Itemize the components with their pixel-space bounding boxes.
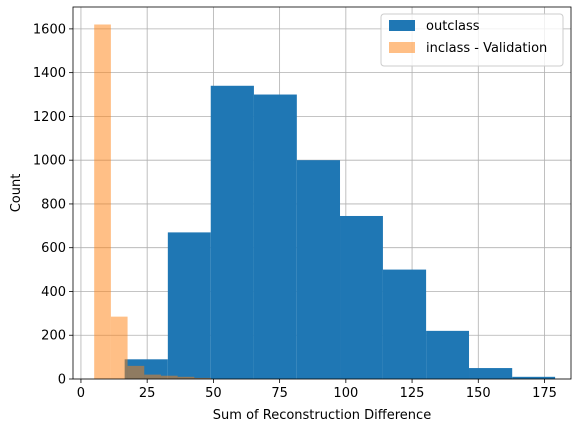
bar-outclass [426, 330, 470, 379]
axes [72, 6, 572, 380]
bar-outclass [296, 160, 341, 379]
bar-inclass-validation [110, 316, 128, 379]
axis-ticks: 0 25 50 75 100 125 150 175 0 200 400 600 800 1000 1200… [33, 22, 557, 401]
y-tick-label: 1200 [33, 110, 66, 125]
x-tick-label: 150 [466, 386, 491, 401]
bar-inclass-validation [144, 374, 161, 379]
x-axis-label: Sum of Reconstruction Difference [213, 408, 431, 423]
y-tick-label: 400 [41, 285, 66, 300]
x-tick-label: 0 [77, 386, 85, 401]
bar-inclass-validation [160, 375, 178, 379]
legend-label-outclass: outclass [426, 19, 480, 34]
legend-label-inclass-validation: inclass - Validation [426, 41, 547, 56]
bar-outclass [340, 215, 383, 379]
legend: outclass inclass - Validation [380, 13, 564, 67]
x-tick-label: 25 [139, 386, 156, 401]
bar-inclass-validation [94, 24, 111, 379]
bar-outclass [210, 85, 254, 379]
legend-frame [380, 13, 564, 67]
x-tick-label: 175 [532, 386, 557, 401]
bar-outclass [382, 269, 427, 379]
bar-inclass-validation [194, 377, 212, 379]
y-tick-label: 600 [41, 241, 66, 256]
bar-outclass [167, 232, 211, 379]
legend-swatch-inclass-validation [389, 42, 415, 53]
y-axis-label: Count [9, 174, 24, 213]
y-tick-label: 1000 [33, 154, 66, 169]
bar-inclass-validation [127, 365, 145, 379]
y-tick-label: 0 [58, 373, 66, 388]
histogram-bars [94, 24, 556, 379]
bar-inclass-validation [177, 376, 195, 379]
y-tick-label: 800 [41, 197, 66, 212]
x-tick-label: 125 [400, 386, 425, 401]
x-tick-label: 100 [333, 386, 358, 401]
plot-frame [72, 6, 572, 380]
legend-swatch-outclass [389, 20, 415, 31]
y-tick-label: 200 [41, 329, 66, 344]
bar-outclass [512, 376, 556, 379]
y-tick-label: 1600 [33, 22, 66, 37]
x-tick-label: 50 [205, 386, 222, 401]
x-tick-label: 75 [271, 386, 288, 401]
bar-outclass [469, 368, 513, 379]
y-tick-label: 1400 [33, 66, 66, 81]
bar-outclass [253, 94, 297, 379]
